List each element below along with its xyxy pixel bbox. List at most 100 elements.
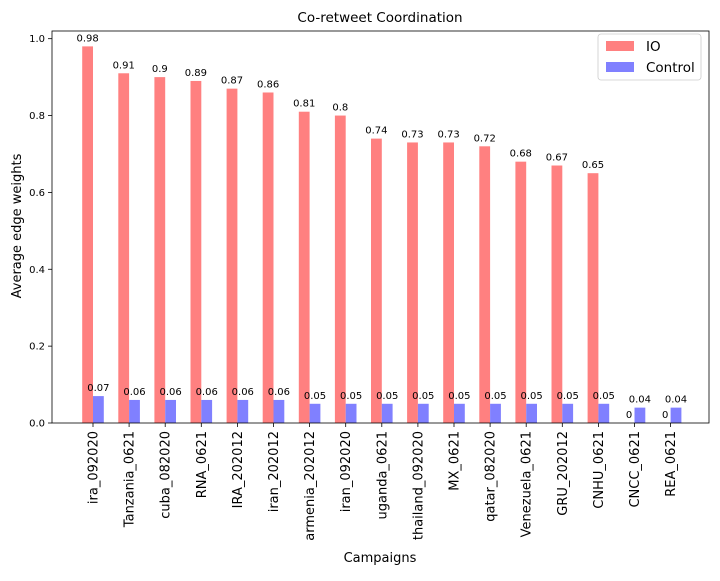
bar-io	[226, 88, 238, 423]
data-label-io: 0.8	[332, 103, 348, 114]
y-axis-ticks: 0.0 0.2 0.4 0.6 0.8 1.0	[29, 34, 52, 430]
x-tick-label: REA_0621	[664, 431, 679, 497]
bar-control	[490, 403, 501, 423]
bar-io	[82, 46, 93, 423]
bar-control	[598, 403, 610, 423]
bar-io	[407, 142, 418, 423]
data-label-io: 0.73	[437, 129, 459, 140]
y-tick-label: 1.0	[29, 34, 45, 45]
bar-io	[587, 173, 599, 423]
data-label-io: 0.89	[185, 68, 207, 79]
data-label-control: 0.04	[665, 395, 687, 406]
x-tick-label: iran_092020	[339, 431, 354, 512]
data-label-io: 0.67	[546, 153, 568, 164]
x-tick-label: uganda_0621	[375, 431, 390, 520]
data-label-control: 0.06	[232, 387, 254, 398]
legend-label-control: Control	[646, 60, 695, 76]
bar-control	[93, 396, 104, 423]
bar-io	[443, 142, 454, 423]
y-tick-label: 0.6	[29, 188, 45, 199]
bar-control	[273, 399, 285, 423]
data-label-control: 0.05	[593, 391, 615, 402]
x-tick-label: armenia_202012	[303, 431, 318, 541]
plot-area-frame	[51, 30, 710, 424]
data-label-io: 0	[626, 410, 632, 421]
data-label-io: 0	[662, 410, 668, 421]
bar-io	[515, 161, 527, 423]
bar-control	[526, 403, 537, 423]
data-label-io: 0.65	[582, 160, 604, 171]
data-label-control: 0.04	[629, 395, 651, 406]
data-label-control: 0.05	[520, 391, 542, 402]
x-tick-label: Venezuela_0621	[520, 431, 535, 537]
legend-label-io: IO	[646, 39, 661, 55]
bar-control	[129, 399, 140, 423]
data-label-io: 0.91	[113, 60, 135, 71]
data-label-control: 0.05	[557, 391, 579, 402]
x-tick-label: cuba_082020	[159, 431, 174, 519]
bar-io	[154, 77, 166, 423]
bar-control	[165, 399, 176, 423]
chart-title: Co-retweet Coordination	[297, 10, 462, 26]
legend-swatch-control	[606, 62, 634, 72]
data-label-control: 0.05	[340, 391, 362, 402]
y-tick-label: 0.0	[29, 419, 45, 430]
data-label-io: 0.9	[152, 64, 168, 75]
data-label-io: 0.87	[221, 76, 243, 87]
bar-control	[670, 407, 682, 423]
x-tick-label: RNA_0621	[195, 431, 210, 498]
x-tick-label: CNHU_0621	[592, 431, 607, 509]
data-label-io: 0.73	[401, 129, 423, 140]
x-tick-label: Tanzania_0621	[123, 431, 138, 528]
x-axis-label: Campaigns	[344, 551, 417, 566]
bar-control	[345, 403, 357, 423]
data-label-io: 0.81	[293, 99, 315, 110]
bar-io	[190, 80, 202, 423]
data-label-io: 0.86	[257, 79, 279, 90]
bar-control	[562, 403, 574, 423]
bar-io	[551, 165, 563, 423]
data-label-control: 0.06	[196, 387, 218, 398]
bars-layer	[82, 46, 682, 424]
bar-io	[262, 92, 274, 423]
y-tick-label: 0.8	[29, 111, 45, 122]
legend-swatch-io	[606, 41, 634, 51]
bar-io	[298, 111, 310, 424]
data-label-io: 0.68	[510, 149, 532, 160]
bar-io	[118, 73, 130, 424]
x-tick-label: CNCC_0621	[628, 431, 643, 508]
data-label-io: 0.98	[76, 33, 98, 44]
data-label-control: 0.05	[484, 391, 506, 402]
data-label-control: 0.05	[376, 391, 398, 402]
bar-control	[201, 399, 213, 423]
bar-control	[417, 403, 429, 423]
y-tick-label: 0.4	[29, 265, 45, 276]
bar-io	[371, 138, 382, 423]
bar-control	[634, 407, 646, 423]
x-tick-label: MX_0621	[448, 431, 463, 491]
y-tick-label: 0.2	[29, 342, 45, 353]
data-label-control: 0.06	[123, 387, 145, 398]
bar-io	[334, 115, 346, 424]
data-label-io: 0.72	[474, 133, 496, 144]
bar-io	[479, 146, 491, 423]
data-labels-layer: 0.98 0.07 0.91 0.06 0.9 0.06 0.89 0.06 0.87 0.06 0…	[76, 33, 687, 421]
bar-control	[454, 403, 465, 423]
x-tick-label: thailand_092020	[411, 431, 426, 540]
x-tick-label: iran_202012	[267, 431, 282, 512]
bar-control	[237, 399, 249, 423]
bar-control	[309, 403, 321, 423]
x-tick-label: qatar_082020	[484, 431, 499, 522]
x-tick-label: IRA_202012	[231, 431, 246, 508]
data-label-control: 0.05	[412, 391, 434, 402]
legend: IO Control	[597, 33, 702, 81]
x-tick-label: ira_092020	[87, 431, 102, 504]
data-label-control: 0.06	[159, 387, 181, 398]
data-label-control: 0.07	[87, 383, 109, 394]
data-label-control: 0.06	[268, 387, 290, 398]
data-label-io: 0.74	[365, 126, 387, 137]
data-label-control: 0.05	[448, 391, 470, 402]
x-axis-ticks: ira_092020 Tanzania_0621 cuba_082020 RNA_06…	[87, 423, 679, 541]
